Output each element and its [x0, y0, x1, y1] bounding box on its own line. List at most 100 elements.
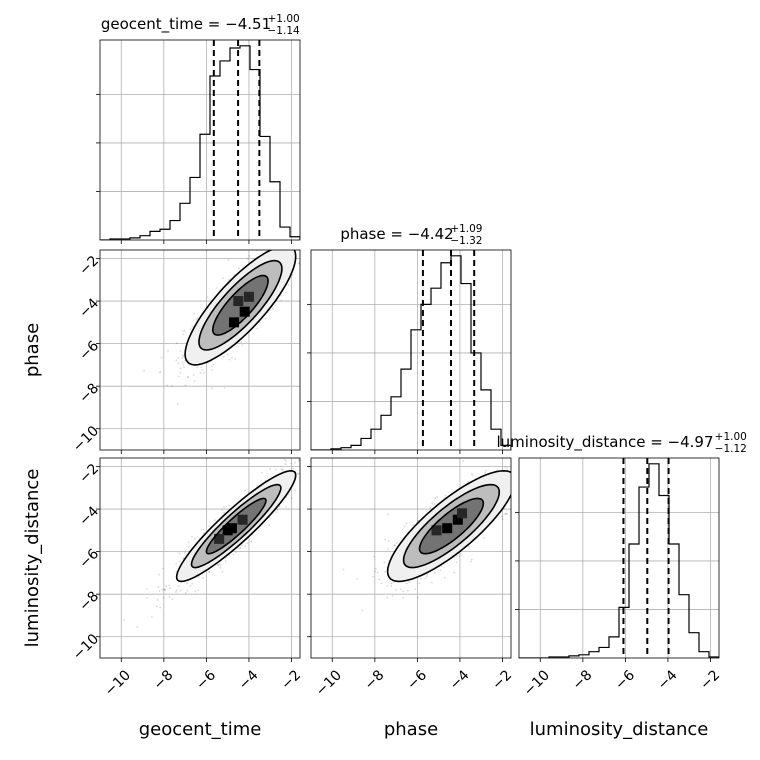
scatter-point	[223, 386, 226, 389]
scatter-point	[431, 581, 433, 584]
scatter-point	[178, 375, 180, 378]
scatter-point	[217, 564, 220, 567]
scatter-point	[424, 577, 427, 580]
scatter-point	[224, 560, 227, 563]
scatter-point	[313, 463, 315, 465]
scatter-point	[303, 265, 305, 267]
scatter-point	[324, 454, 326, 456]
scatter-point	[186, 582, 189, 585]
scatter-point	[390, 584, 393, 587]
scatter-point	[426, 573, 429, 576]
title-plus-error: +1.09	[450, 223, 482, 235]
scatter-point	[320, 477, 322, 479]
scatter-point	[145, 587, 148, 590]
scatter-point	[527, 473, 529, 475]
scatter-point	[296, 225, 298, 227]
scatter-point	[276, 508, 279, 511]
x-tick-label: −8	[570, 667, 596, 693]
scatter-point	[166, 384, 169, 387]
scatter-point	[160, 356, 163, 359]
scatter-point	[361, 609, 364, 612]
scatter-point	[393, 544, 396, 547]
scatter-point	[237, 547, 240, 550]
scatter-point	[317, 459, 319, 461]
scatter-point	[240, 341, 243, 344]
scatter-point	[244, 489, 247, 492]
scatter-point	[426, 575, 428, 578]
scatter-point	[168, 596, 171, 598]
scatter-point	[202, 528, 205, 531]
scatter-point	[374, 567, 377, 570]
scatter-point	[175, 562, 178, 565]
scatter-point	[302, 293, 304, 295]
scatter-point	[233, 274, 236, 276]
contour-line	[211, 274, 269, 336]
histogram-step	[100, 45, 300, 240]
scatter-point	[453, 571, 456, 574]
scatter-point	[291, 497, 293, 500]
scatter-point	[504, 513, 506, 515]
scatter-point	[184, 551, 186, 554]
scatter-point	[182, 355, 185, 358]
scatter-point	[530, 478, 532, 480]
scatter-point	[191, 535, 193, 538]
scatter-point	[506, 467, 509, 470]
scatter-point	[290, 462, 292, 465]
scatter-point	[158, 371, 161, 374]
histogram-step	[311, 255, 511, 450]
scatter-point	[527, 498, 529, 500]
scatter-point	[284, 247, 286, 249]
scatter-point	[484, 469, 487, 472]
scatter-point	[177, 356, 180, 359]
scatter-point	[162, 567, 165, 570]
scatter-point	[264, 317, 267, 320]
scatter-point	[288, 247, 290, 249]
x-tick-label: −10	[521, 667, 553, 699]
scatter-point	[197, 589, 200, 592]
scatter-point	[286, 246, 288, 248]
scatter-point	[274, 468, 277, 471]
contour-line	[184, 250, 297, 366]
scatter-point	[517, 477, 519, 479]
y-tick-label: −8	[76, 381, 102, 407]
scatter-point	[407, 589, 409, 592]
scatter-point	[150, 616, 153, 618]
scatter-point	[178, 552, 181, 555]
scatter-point	[383, 561, 386, 564]
scatter-point	[269, 516, 271, 519]
scatter-point	[387, 540, 390, 542]
scatter-point	[468, 545, 471, 548]
scatter-point	[221, 570, 224, 573]
scatter-point	[194, 590, 197, 593]
x-tick-label: −10	[102, 667, 134, 699]
contour-line	[402, 483, 501, 569]
y-tick-label: −6	[76, 546, 102, 572]
x-tick-label: −8	[362, 667, 388, 693]
scatter-point	[296, 472, 299, 475]
scatter-point	[220, 563, 222, 566]
scatter-point	[529, 456, 531, 458]
panel-frame	[99, 249, 301, 451]
scatter-point	[313, 445, 315, 447]
scatter-point	[123, 619, 126, 621]
scatter-point	[320, 455, 322, 457]
contour-line	[205, 497, 267, 555]
scatter-point	[291, 273, 294, 276]
scatter-point	[168, 584, 171, 587]
scatter-point	[556, 466, 558, 468]
scatter-point	[179, 367, 182, 370]
scatter-point	[237, 267, 240, 270]
scatter-point	[177, 585, 180, 587]
scatter-point	[401, 528, 404, 531]
density-cell	[237, 514, 248, 525]
density-cell	[233, 296, 244, 307]
scatter-point	[187, 546, 190, 549]
scatter-point	[183, 330, 186, 332]
scatter-point	[244, 545, 246, 548]
scatter-point	[248, 254, 251, 257]
scatter-point	[256, 484, 259, 487]
scatter-point	[526, 484, 528, 486]
scatter-geocent_time-luminosity_distance	[100, 445, 326, 658]
scatter-point	[270, 245, 272, 247]
scatter-point	[189, 585, 192, 587]
